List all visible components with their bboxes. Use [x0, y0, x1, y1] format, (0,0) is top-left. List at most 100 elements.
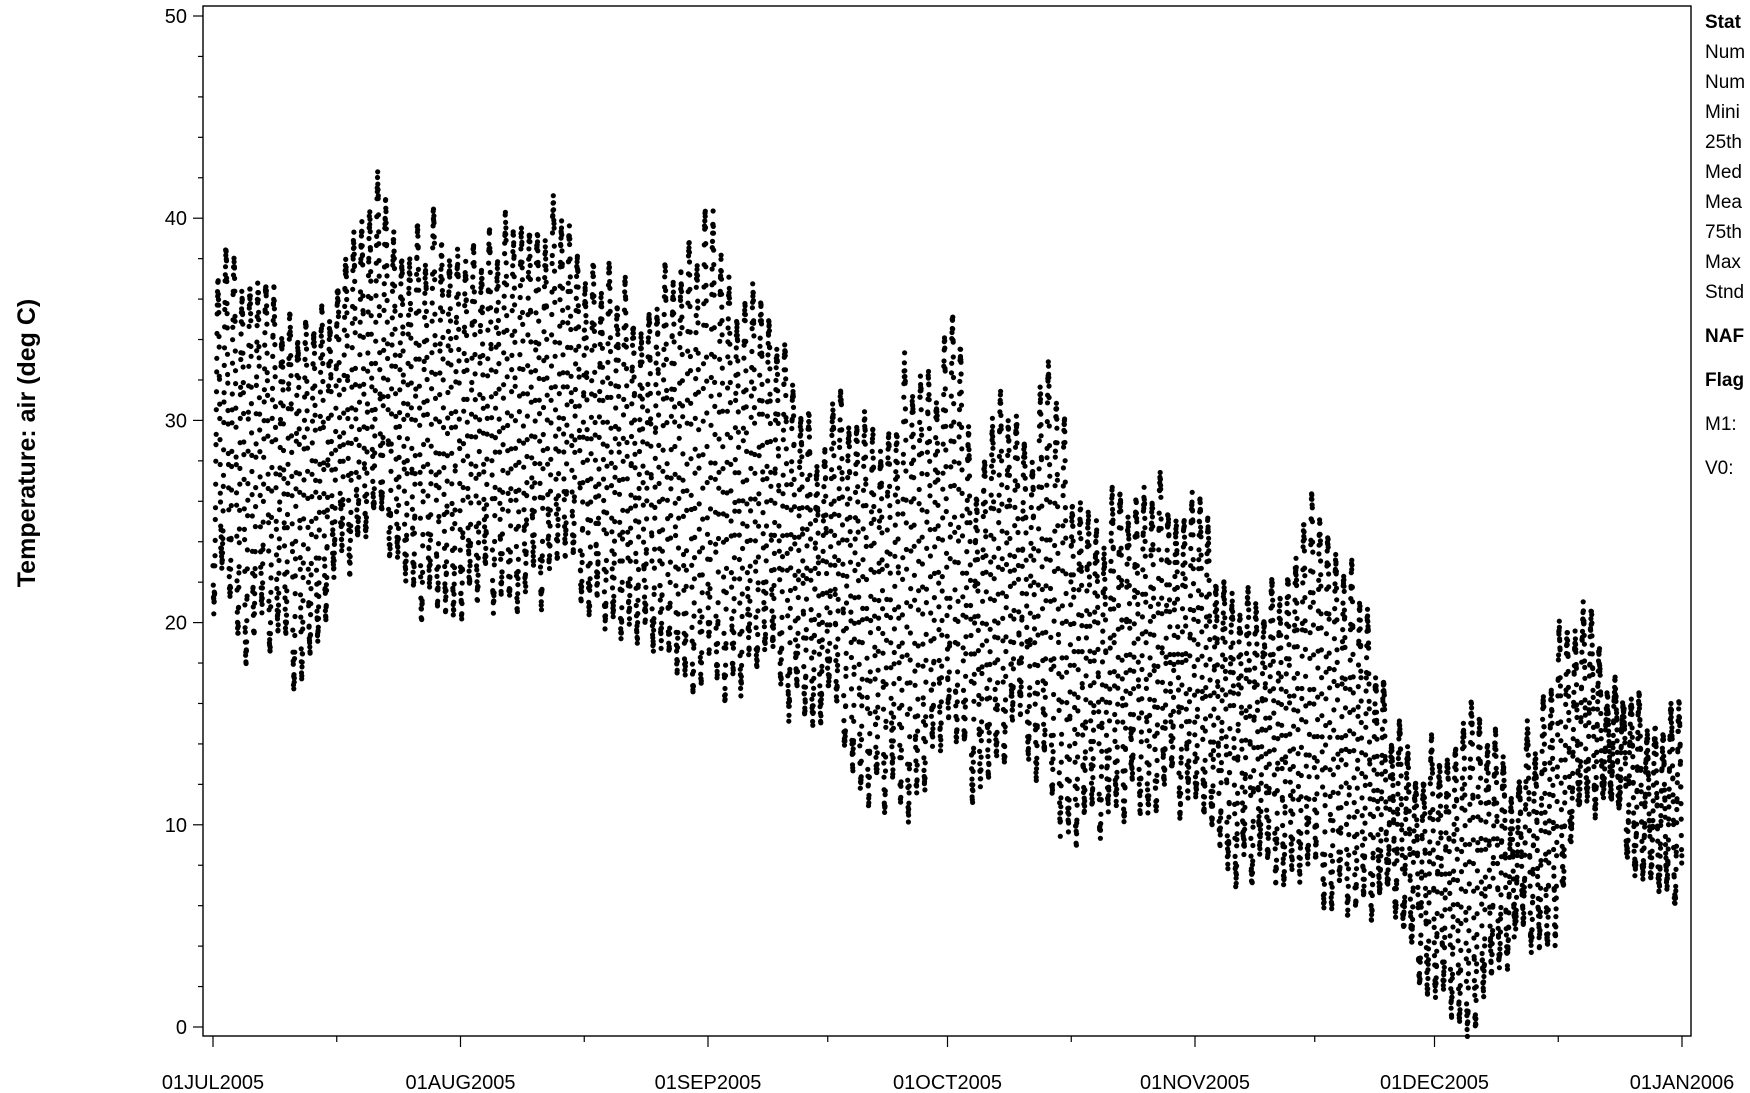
data-point — [921, 755, 927, 761]
data-point — [333, 383, 339, 389]
data-point — [481, 469, 487, 475]
data-point — [994, 739, 1000, 746]
data-point — [942, 408, 949, 414]
data-point — [559, 232, 565, 238]
data-point — [720, 408, 726, 414]
data-point — [309, 518, 315, 525]
data-point — [424, 411, 430, 417]
data-point — [515, 523, 522, 529]
data-point — [501, 293, 507, 299]
data-point — [530, 549, 536, 555]
data-point — [487, 227, 493, 233]
data-point — [661, 346, 667, 352]
data-point — [432, 333, 438, 339]
data-point — [1002, 724, 1008, 730]
data-point — [285, 386, 292, 392]
data-point — [495, 317, 501, 324]
data-point — [904, 600, 910, 606]
data-point — [486, 241, 492, 247]
data-point — [363, 519, 369, 525]
data-point — [727, 400, 734, 406]
data-point — [261, 399, 267, 405]
data-point — [344, 288, 350, 294]
data-point — [585, 530, 591, 536]
data-point — [499, 579, 505, 586]
data-point — [489, 415, 495, 421]
data-point — [917, 373, 924, 379]
data-point — [935, 569, 942, 575]
data-point — [212, 537, 218, 544]
data-point — [427, 584, 433, 590]
data-point — [251, 611, 257, 617]
data-point — [883, 754, 889, 760]
data-point — [808, 536, 814, 542]
data-point — [623, 344, 629, 350]
data-point — [439, 276, 445, 283]
data-point — [865, 766, 871, 772]
data-point — [712, 460, 718, 466]
data-point — [277, 499, 283, 505]
data-point — [914, 762, 920, 768]
data-point — [959, 533, 966, 539]
data-point — [755, 554, 762, 560]
data-point — [459, 611, 465, 617]
data-point — [497, 500, 503, 506]
data-point — [388, 487, 394, 493]
data-point — [318, 369, 324, 375]
data-point — [988, 532, 994, 538]
data-point — [520, 338, 526, 344]
data-point — [295, 350, 301, 356]
data-point — [641, 594, 648, 600]
data-point — [670, 289, 677, 295]
data-point — [716, 436, 722, 442]
data-point — [838, 397, 844, 403]
data-point — [222, 306, 228, 313]
data-point — [526, 246, 532, 252]
data-point — [658, 625, 665, 631]
data-point — [242, 629, 248, 635]
data-point — [695, 389, 702, 395]
data-point — [559, 285, 566, 291]
data-point — [703, 282, 709, 288]
data-point — [819, 692, 825, 698]
data-point — [536, 341, 542, 347]
data-point — [439, 262, 445, 268]
data-point — [491, 590, 497, 596]
data-point — [429, 300, 435, 306]
data-point — [553, 511, 560, 517]
data-point — [898, 783, 904, 789]
data-point — [931, 595, 938, 601]
data-point — [361, 381, 367, 387]
data-point — [470, 284, 476, 290]
data-point — [924, 471, 930, 477]
data-point — [812, 540, 819, 546]
data-point — [460, 458, 466, 464]
data-point — [291, 675, 297, 681]
data-point — [966, 431, 972, 437]
data-point — [747, 621, 753, 627]
data-point — [452, 424, 459, 430]
data-point — [264, 310, 270, 316]
data-point — [484, 456, 490, 462]
data-point — [322, 563, 328, 569]
data-point — [861, 463, 867, 469]
data-point — [753, 625, 759, 631]
data-point — [771, 582, 777, 589]
data-point — [764, 463, 770, 469]
data-point — [572, 386, 579, 393]
data-point — [244, 618, 250, 624]
data-point — [804, 543, 810, 549]
data-point — [500, 467, 506, 474]
data-point — [910, 444, 917, 450]
data-point — [372, 360, 379, 366]
data-point — [305, 524, 311, 531]
data-point — [225, 371, 231, 378]
data-point — [756, 523, 762, 529]
data-point — [602, 626, 608, 632]
data-point — [717, 338, 723, 344]
data-point — [651, 616, 657, 622]
data-point — [913, 733, 919, 739]
data-point — [619, 536, 626, 542]
data-point — [431, 213, 437, 219]
